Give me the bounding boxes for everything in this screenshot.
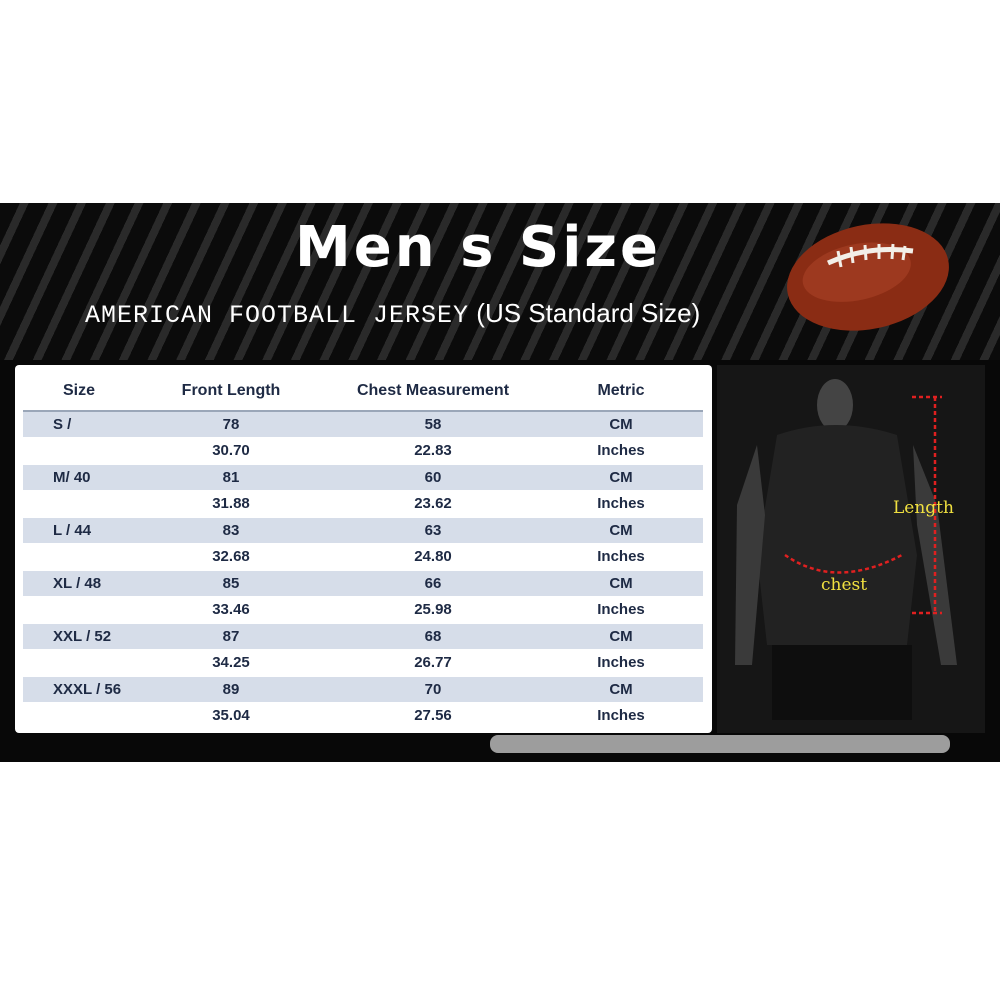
metric-cell: Inches	[539, 649, 703, 677]
table-row: 32.68 24.80 Inches	[23, 543, 703, 571]
metric-cell: Inches	[539, 543, 703, 571]
chest-cell: 22.83	[327, 437, 539, 465]
subtitle: AMERICAN FOOTBALL JERSEY (US Standard Si…	[85, 298, 700, 330]
chest-label: chest	[821, 575, 868, 595]
chest-cell: 26.77	[327, 649, 539, 677]
table-row: 31.88 23.62 Inches	[23, 490, 703, 518]
table-row: XL / 48 85 66 CM	[23, 570, 703, 598]
metric-cell: Inches	[539, 490, 703, 518]
size-cell	[23, 437, 135, 465]
mannequin-jersey-illustration	[717, 365, 985, 733]
football-icon	[787, 223, 949, 331]
chest-cell: 58	[327, 411, 539, 439]
front-length-cell: 30.70	[135, 437, 327, 465]
subtitle-main: AMERICAN FOOTBALL JERSEY	[85, 301, 470, 330]
column-header-front-length: Front Length	[135, 371, 327, 412]
chest-cell: 70	[327, 676, 539, 704]
metric-cell: CM	[539, 464, 703, 492]
chest-cell: 66	[327, 570, 539, 598]
table-row: M/ 40 81 60 CM	[23, 464, 703, 492]
page-title: Men s Size	[295, 215, 661, 280]
front-length-cell: 34.25	[135, 649, 327, 677]
size-cell	[23, 596, 135, 624]
front-length-cell: 81	[135, 464, 327, 492]
size-cell: S /	[23, 411, 135, 439]
front-length-cell: 31.88	[135, 490, 327, 518]
front-length-cell: 85	[135, 570, 327, 598]
size-cell	[23, 702, 135, 730]
size-cell: XL / 48	[23, 570, 135, 598]
table-row: L / 44 83 63 CM	[23, 517, 703, 545]
table-row: XXL / 52 87 68 CM	[23, 623, 703, 651]
front-length-cell: 78	[135, 411, 327, 439]
size-cell	[23, 649, 135, 677]
table-row: 33.46 25.98 Inches	[23, 596, 703, 624]
table-row: XXXL / 56 89 70 CM	[23, 676, 703, 704]
front-length-cell: 33.46	[135, 596, 327, 624]
column-header-chest: Chest Measurement	[327, 371, 539, 412]
size-chart-panel: Size Front Length Chest Measurement Metr…	[15, 365, 712, 733]
size-table: Size Front Length Chest Measurement Metr…	[23, 371, 703, 730]
length-label: Length	[893, 498, 954, 518]
subtitle-note: (US Standard Size)	[476, 298, 701, 328]
chest-cell: 60	[327, 464, 539, 492]
size-cell: L / 44	[23, 517, 135, 545]
metric-cell: CM	[539, 570, 703, 598]
table-row: 30.70 22.83 Inches	[23, 437, 703, 465]
metric-cell: Inches	[539, 596, 703, 624]
front-length-cell: 89	[135, 676, 327, 704]
size-cell	[23, 543, 135, 571]
metric-cell: CM	[539, 676, 703, 704]
metric-cell: CM	[539, 411, 703, 439]
size-cell: M/ 40	[23, 464, 135, 492]
chest-cell: 23.62	[327, 490, 539, 518]
chest-cell: 24.80	[327, 543, 539, 571]
chest-cell: 68	[327, 623, 539, 651]
table-row: 35.04 27.56 Inches	[23, 702, 703, 730]
size-cell: XXXL / 56	[23, 676, 135, 704]
size-cell	[23, 490, 135, 518]
front-length-cell: 83	[135, 517, 327, 545]
metric-cell: CM	[539, 517, 703, 545]
table-row: 34.25 26.77 Inches	[23, 649, 703, 677]
metric-cell: Inches	[539, 437, 703, 465]
front-length-cell: 35.04	[135, 702, 327, 730]
column-header-size: Size	[23, 371, 135, 412]
table-row: S /78 58 CM	[23, 411, 703, 439]
metric-cell: CM	[539, 623, 703, 651]
chest-cell: 63	[327, 517, 539, 545]
front-length-cell: 32.68	[135, 543, 327, 571]
column-header-metric: Metric	[539, 371, 703, 412]
smudge	[490, 735, 950, 753]
front-length-cell: 87	[135, 623, 327, 651]
metric-cell: Inches	[539, 702, 703, 730]
size-cell: XXL / 52	[23, 623, 135, 651]
chest-cell: 25.98	[327, 596, 539, 624]
jersey-photo: Length chest	[717, 365, 985, 733]
chest-cell: 27.56	[327, 702, 539, 730]
